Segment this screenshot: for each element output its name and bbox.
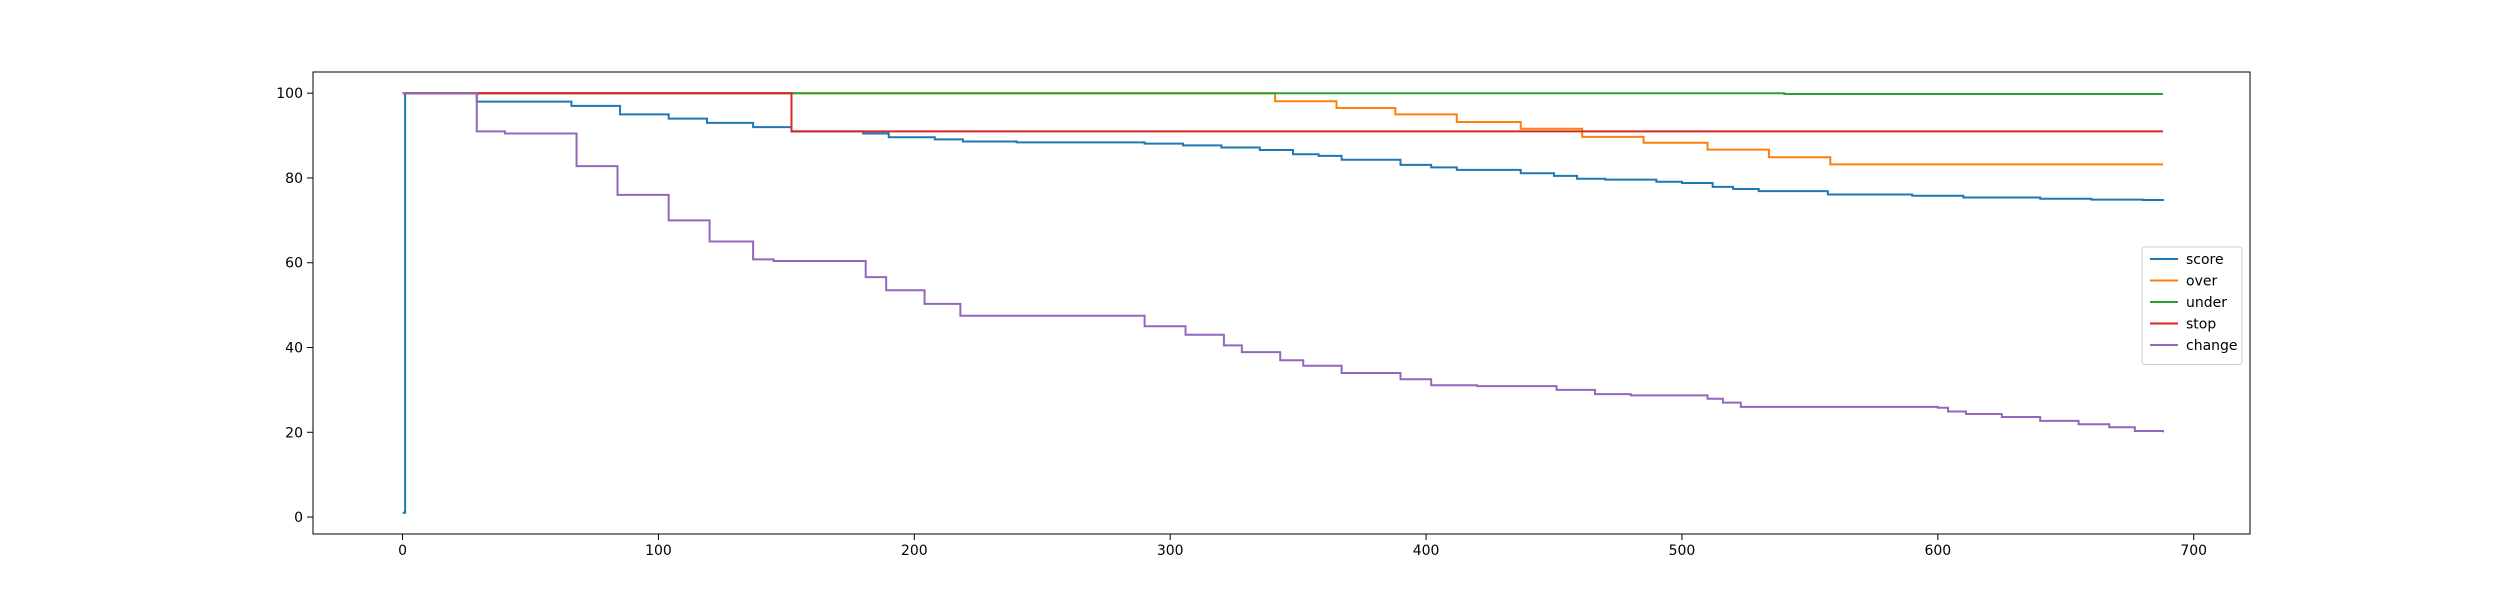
series-line-score [402,92,2164,514]
y-axis: 0 20 40 60 80 100 [276,86,313,526]
x-tick-label: 300 [1157,543,1184,559]
x-tick-label: 400 [1413,543,1440,559]
legend-label-stop: stop [2186,317,2216,333]
series-line-stop [402,92,2163,133]
series-line-over [402,92,2163,166]
legend-label-over: over [2186,274,2217,290]
legend-box [2141,246,2243,365]
y-tick-label: 40 [285,341,303,357]
legend-label-change: change [2186,338,2238,354]
series-line-under [402,92,2163,96]
legend-label-score: score [2186,252,2224,268]
x-tick-label: 500 [1669,543,1696,559]
legend-label-under: under [2186,295,2227,311]
series-line-change [402,92,2164,433]
x-tick-label: 100 [645,543,672,559]
x-tick-label: 700 [2180,543,2207,559]
plot-frame [312,71,2251,535]
legend: score over under stop change [2141,246,2243,365]
series-lines [402,92,2164,514]
y-tick-label: 20 [285,425,303,441]
y-tick-label: 80 [285,171,303,187]
x-axis: 0 100 200 300 400 500 600 700 [398,534,2207,559]
x-tick-label: 600 [1924,543,1951,559]
y-tick-label: 60 [285,256,303,272]
x-tick-label: 0 [398,543,407,559]
y-tick-label: 100 [276,86,303,102]
x-tick-label: 200 [901,543,928,559]
y-tick-label: 0 [294,510,303,526]
